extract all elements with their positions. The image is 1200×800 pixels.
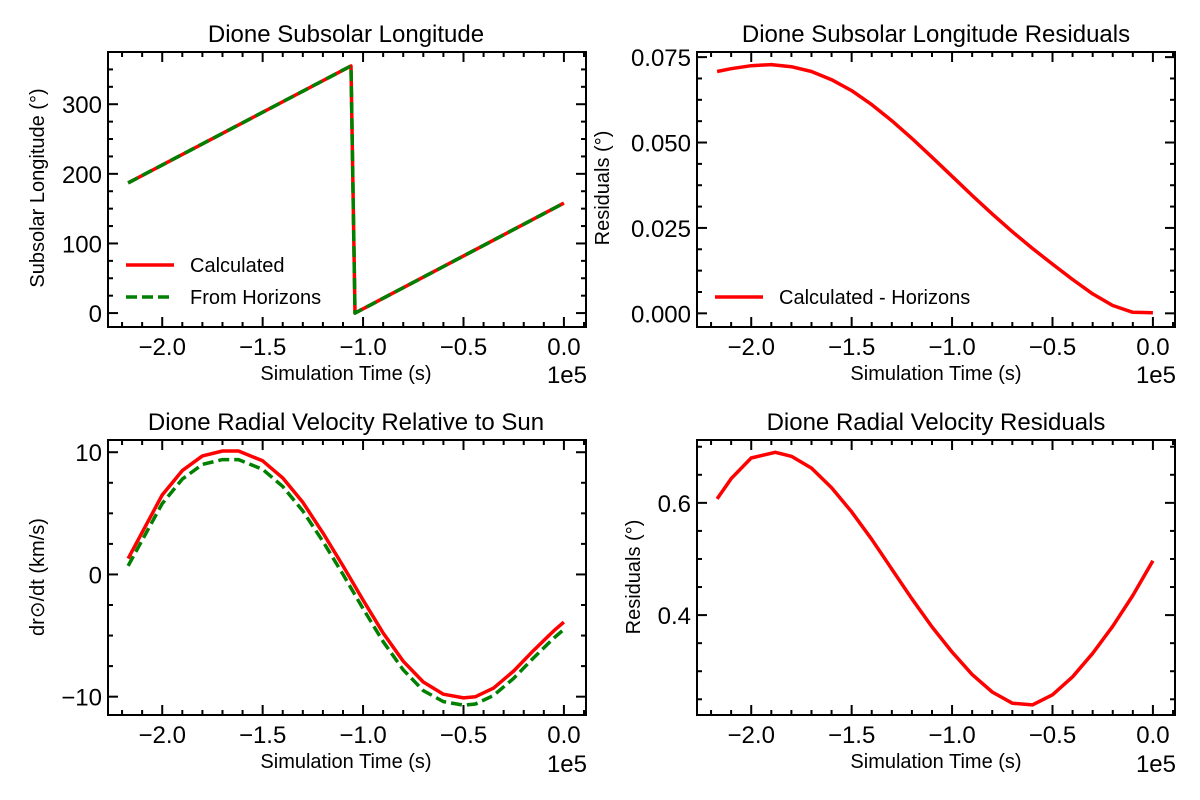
series-group xyxy=(126,449,566,707)
legend: Calculated - Horizons xyxy=(715,287,970,309)
radial-velocity-panel: Dione Radial Velocity Relative to Sun Si… xyxy=(27,409,587,778)
y-tick-label: 0.025 xyxy=(631,216,691,243)
y-axis-label: Residuals (°) xyxy=(623,520,645,635)
y-tick-label: 0.4 xyxy=(658,603,691,630)
y-tick-label: 100 xyxy=(62,231,102,258)
x-tick-label: −1.0 xyxy=(339,334,386,361)
ticks xyxy=(108,51,586,327)
x-offset-text: 1e5 xyxy=(547,751,587,778)
x-axis-label: Simulation Time (s) xyxy=(850,363,1021,385)
plot-frame xyxy=(696,439,1176,716)
plot-frame xyxy=(107,439,587,716)
x-axis-label: Simulation Time (s) xyxy=(260,751,431,773)
x-tick-label: −2.0 xyxy=(139,334,186,361)
x-offset-text: 1e5 xyxy=(1136,362,1176,389)
panel-title: Dione Subsolar Longitude xyxy=(208,21,484,48)
x-tick-label: −1.5 xyxy=(239,722,286,749)
x-tick-label: −2.0 xyxy=(139,722,186,749)
ticks xyxy=(697,440,1175,715)
legend-label: Calculated - Horizons xyxy=(779,287,970,309)
panel-title: Dione Radial Velocity Residuals xyxy=(767,409,1106,436)
y-tick-label: 0.075 xyxy=(631,45,691,72)
x-tick-label: −1.5 xyxy=(828,334,875,361)
x-tick-label: 0.0 xyxy=(1136,334,1169,361)
x-axis-label: Simulation Time (s) xyxy=(850,751,1021,773)
y-tick-label: 0 xyxy=(89,562,102,589)
series-group xyxy=(127,64,565,315)
x-tick-label: −1.0 xyxy=(928,334,975,361)
series-line xyxy=(126,457,566,707)
legend-label: Calculated xyxy=(190,255,285,277)
subsolar-longitude-residuals-panel: Dione Subsolar Longitude Residuals Simul… xyxy=(592,21,1176,389)
x-tick-label: −2.0 xyxy=(728,722,775,749)
y-tick-label: 0.000 xyxy=(631,301,691,328)
x-tick-label: −2.0 xyxy=(728,334,775,361)
x-tick-label: 0.0 xyxy=(547,334,580,361)
x-tick-label: −0.5 xyxy=(1029,722,1076,749)
series-line xyxy=(716,62,1153,315)
y-tick-label: 10 xyxy=(75,440,102,467)
legend-label: From Horizons xyxy=(190,287,321,309)
series-line xyxy=(127,64,565,315)
plot-frame xyxy=(107,51,587,328)
x-axis-label: Simulation Time (s) xyxy=(260,363,431,385)
plot-frame xyxy=(696,51,1176,328)
series-line xyxy=(715,450,1155,707)
y-axis-label: Subsolar Longitude (°) xyxy=(27,88,49,287)
x-tick-label: 0.0 xyxy=(1136,722,1169,749)
y-tick-label: −10 xyxy=(61,685,102,712)
series-group xyxy=(715,450,1155,707)
subsolar-longitude-panel: Dione Subsolar Longitude Simulation Time… xyxy=(27,21,587,389)
y-tick-label: 0 xyxy=(89,301,102,328)
y-tick-label: 300 xyxy=(62,92,102,119)
series-line xyxy=(126,449,566,700)
x-tick-label: −0.5 xyxy=(440,334,487,361)
x-tick-label: −1.5 xyxy=(239,334,286,361)
x-tick-label: −1.0 xyxy=(928,722,975,749)
panel-title: Dione Radial Velocity Relative to Sun xyxy=(148,409,544,436)
x-offset-text: 1e5 xyxy=(547,362,587,389)
panel-title: Dione Subsolar Longitude Residuals xyxy=(742,21,1130,48)
y-tick-label: 0.050 xyxy=(631,131,691,158)
series-group xyxy=(716,62,1153,315)
y-tick-label: 0.6 xyxy=(658,491,691,518)
y-tick-label: 200 xyxy=(62,162,102,189)
x-tick-label: −0.5 xyxy=(1029,334,1076,361)
x-tick-label: −1.5 xyxy=(828,722,875,749)
x-tick-label: −1.0 xyxy=(339,722,386,749)
y-axis-label: Residuals (°) xyxy=(592,131,614,246)
legend: Calculated From Horizons xyxy=(126,255,321,309)
y-axis-label: dr⊙/dt (km/s) xyxy=(27,518,49,636)
x-tick-label: 0.0 xyxy=(547,722,580,749)
radial-velocity-residuals-panel: Dione Radial Velocity Residuals Simulati… xyxy=(623,409,1176,778)
x-tick-label: −0.5 xyxy=(440,722,487,749)
x-offset-text: 1e5 xyxy=(1136,751,1176,778)
ticks xyxy=(697,52,1175,327)
